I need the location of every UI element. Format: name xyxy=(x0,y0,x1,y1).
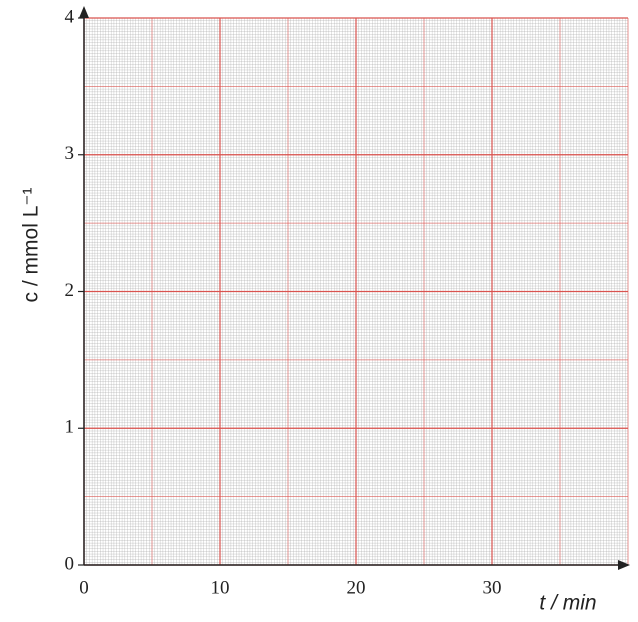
grid xyxy=(83,17,629,566)
x-axis-label: t / min xyxy=(539,592,596,615)
y-tick-label: 3 xyxy=(65,143,75,164)
y-tick-label: 1 xyxy=(65,417,75,438)
y-tick-label: 4 xyxy=(65,6,75,27)
x-tick-label: 10 xyxy=(211,577,230,598)
y-tick-label: 2 xyxy=(65,280,75,301)
x-axis-arrow xyxy=(618,560,630,570)
y-axis-label: c / mmol L⁻¹ xyxy=(20,188,43,303)
x-tick-label: 20 xyxy=(347,577,366,598)
y-axis-arrow xyxy=(79,6,89,18)
x-tick-label: 30 xyxy=(483,577,502,598)
x-tick-label: 0 xyxy=(79,577,89,598)
y-tick-label: 0 xyxy=(65,553,75,574)
